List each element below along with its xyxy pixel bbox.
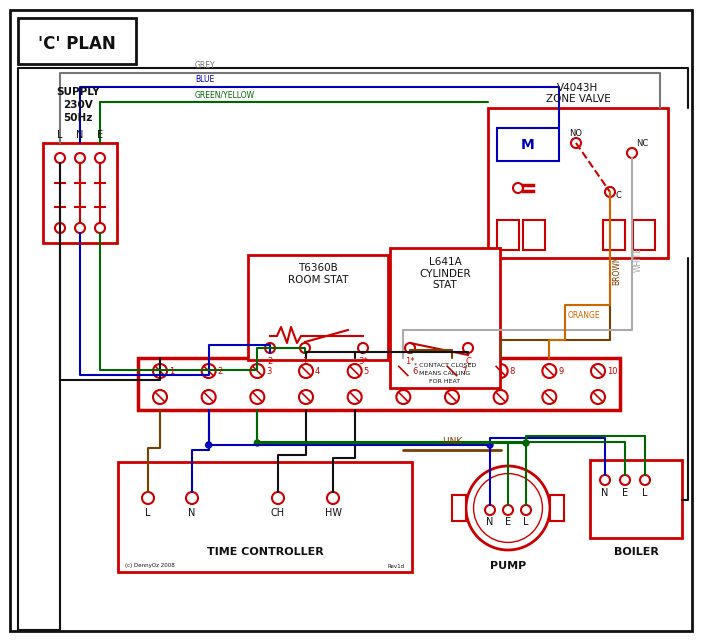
Text: BLUE: BLUE [195,75,214,84]
Text: E: E [505,517,511,527]
Text: SUPPLY: SUPPLY [56,87,100,97]
Text: BROWN: BROWN [612,255,621,285]
Text: 10: 10 [607,367,618,376]
Circle shape [487,442,493,448]
Bar [43,143,117,243]
Bar [390,248,500,388]
Bar [550,495,564,521]
Text: CH: CH [271,508,285,518]
Text: N: N [602,488,609,498]
Text: ORANGE: ORANGE [568,311,601,320]
Text: * CONTACT CLOSED: * CONTACT CLOSED [414,363,476,367]
Text: 4: 4 [315,367,320,376]
Text: (c) DennyOz 2008: (c) DennyOz 2008 [125,563,175,569]
Bar [452,495,466,521]
Text: NC: NC [636,138,648,147]
Text: 7: 7 [461,367,466,376]
Text: 8: 8 [510,367,515,376]
Text: 50Hz: 50Hz [63,113,93,123]
Text: FOR HEAT: FOR HEAT [430,378,461,383]
Bar [488,108,668,258]
Text: E: E [622,488,628,498]
Text: N: N [486,517,494,527]
Text: M: M [521,138,535,152]
Text: ROOM STAT: ROOM STAT [288,275,348,285]
Bar [590,460,682,538]
Text: CYLINDER: CYLINDER [419,269,471,279]
Bar [603,220,625,250]
Text: GREEN/YELLOW: GREEN/YELLOW [195,90,255,99]
Text: V4043H: V4043H [557,83,599,93]
Text: L641A: L641A [429,257,461,267]
Text: T6360B: T6360B [298,263,338,273]
Bar [18,18,136,64]
Text: 1: 1 [169,367,174,376]
Text: 230V: 230V [63,100,93,110]
Bar [118,462,412,572]
Bar [633,220,655,250]
Text: E: E [97,130,103,140]
Bar [523,220,545,250]
Text: WHITE: WHITE [634,247,643,272]
Text: N: N [188,508,196,518]
Text: BOILER: BOILER [614,547,658,557]
Text: STAT: STAT [432,280,458,290]
Circle shape [206,442,212,448]
Text: 3*: 3* [358,357,368,366]
Text: C: C [465,357,471,366]
Text: 2: 2 [267,357,272,366]
Text: LINK: LINK [442,437,462,446]
Text: L: L [523,517,529,527]
Text: 9: 9 [558,367,564,376]
Text: L: L [642,488,648,498]
Text: TIME CONTROLLER: TIME CONTROLLER [206,547,324,557]
Text: 1*: 1* [405,357,415,366]
Text: 'C' PLAN: 'C' PLAN [38,35,116,53]
Circle shape [254,440,260,446]
Text: L: L [58,130,62,140]
Text: 6: 6 [412,367,418,376]
Text: C: C [615,190,621,199]
Text: ZONE VALVE: ZONE VALVE [545,94,610,104]
Text: 3: 3 [266,367,272,376]
Text: HW: HW [324,508,341,518]
Bar [248,255,388,360]
Text: NO: NO [569,128,583,138]
Text: N: N [77,130,84,140]
Text: MEANS CALLING: MEANS CALLING [419,370,470,376]
Text: PUMP: PUMP [490,561,526,571]
Circle shape [523,440,529,446]
Bar [497,128,559,161]
Text: 5: 5 [364,367,369,376]
Bar [497,220,519,250]
Bar [138,358,620,410]
Text: Rev1d: Rev1d [388,563,405,569]
Text: L: L [145,508,151,518]
Text: 1: 1 [303,357,307,366]
Text: GREY: GREY [195,61,216,70]
Text: 2: 2 [218,367,223,376]
